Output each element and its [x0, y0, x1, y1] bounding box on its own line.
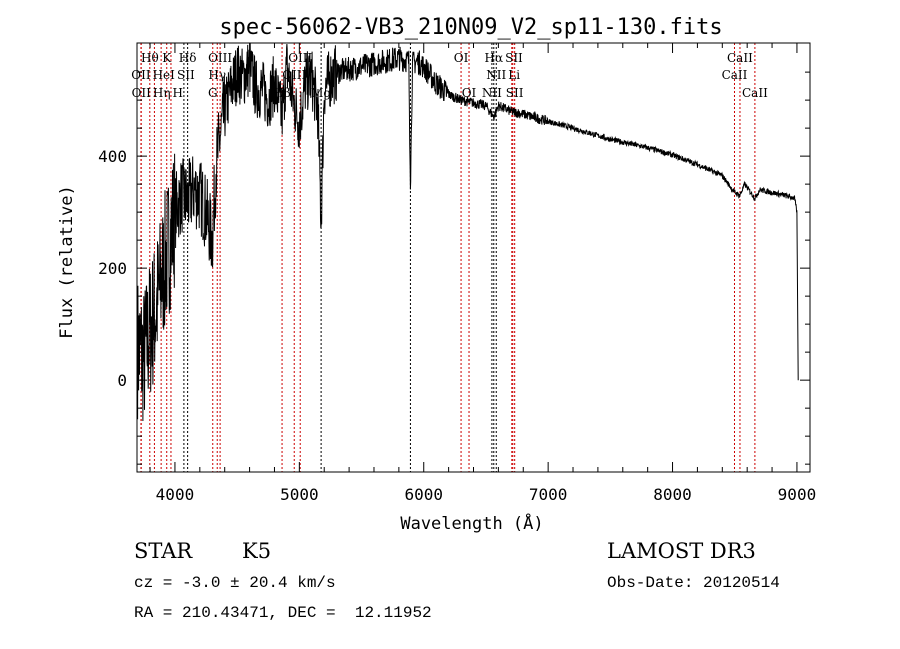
spectral-line-label: Hθ	[141, 51, 159, 65]
spectral-subclass: K5	[242, 539, 272, 563]
spectral-line-label: K	[162, 51, 172, 65]
spectral-line-label: SII	[505, 51, 523, 65]
obs-date: Obs-Date: 20120514	[607, 574, 780, 592]
spectral-line-label: NII	[486, 68, 506, 82]
spectral-line-label: SII	[177, 68, 195, 82]
y-tick-label: 400	[98, 147, 127, 166]
spectral-line-label: CaII	[727, 51, 753, 65]
x-tick-label: 4000	[156, 485, 195, 504]
spectral-line-label: CaII	[722, 68, 748, 82]
spectral-line-label: NII	[482, 86, 502, 100]
y-tick-label: 0	[117, 371, 127, 390]
spectral-line-label: OII	[132, 86, 152, 100]
spectral-line-label: Hγ	[208, 68, 226, 82]
x-tick-label: 5000	[280, 485, 319, 504]
spectral-line-label: Li	[508, 68, 520, 82]
survey-name: LAMOST DR3	[607, 539, 756, 563]
chart-title: spec-56062-VB3_210N09_V2_sp11-130.fits	[219, 15, 722, 40]
x-tick-label: 9000	[778, 485, 817, 504]
x-tick-label: 7000	[529, 485, 568, 504]
spectral-class: STAR	[134, 539, 193, 563]
y-axis-label: Flux (relative)	[57, 185, 77, 339]
spectral-line-label: OII	[131, 68, 151, 82]
spectral-line-label: OI	[454, 51, 469, 65]
spectral-line-label: Hα	[485, 51, 504, 65]
spectral-line-label: OIII	[208, 51, 232, 65]
spectral-line-label: G	[208, 86, 218, 100]
x-axis-label: Wavelength (Å)	[400, 512, 543, 534]
x-tick-label: 8000	[653, 485, 692, 504]
spectral-line-label: SII	[506, 86, 524, 100]
spectral-line-label: Hδ	[179, 51, 197, 65]
spectral-line-label: Hη	[153, 86, 171, 100]
y-tick-label: 200	[98, 259, 127, 278]
coordinates-info: RA = 210.43471, DEC = 12.11952	[134, 604, 432, 622]
spectral-line-label: H	[173, 86, 183, 100]
spectral-line-label: HeI	[153, 68, 176, 82]
plot-frame	[136, 42, 811, 473]
spectral-line-label: OI	[462, 86, 477, 100]
spectral-line-label: CaII	[742, 86, 768, 100]
spectrum-series-line	[137, 42, 799, 422]
redshift-info: cz = -3.0 ± 20.4 km/s	[134, 574, 336, 592]
x-tick-label: 6000	[404, 485, 443, 504]
